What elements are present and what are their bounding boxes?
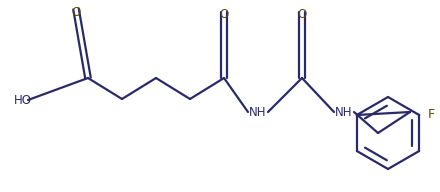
Text: O: O <box>297 8 307 22</box>
Text: F: F <box>428 108 435 122</box>
Text: NH: NH <box>249 105 267 118</box>
Text: NH: NH <box>335 105 353 118</box>
Text: O: O <box>220 8 229 22</box>
Text: HO: HO <box>14 94 32 107</box>
Text: O: O <box>71 6 81 18</box>
